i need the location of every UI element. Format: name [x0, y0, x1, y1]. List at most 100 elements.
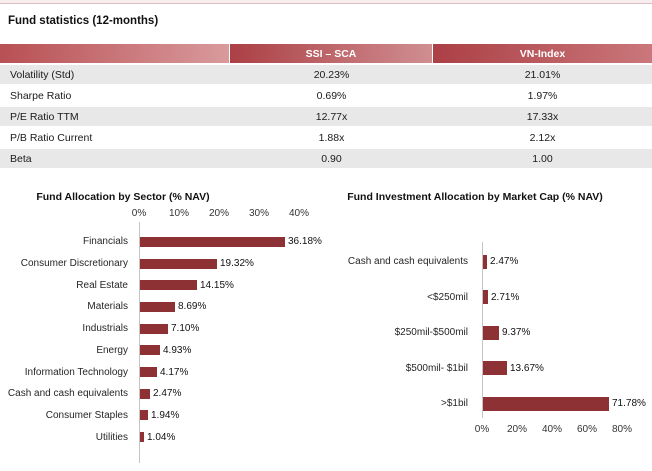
chart-bar-row: Consumer Discretionary 19.32% — [0, 253, 254, 275]
vn-index-value: 2.12x — [529, 131, 556, 144]
table-header-vn-index: VN-Index — [433, 44, 652, 63]
category-label: $250mil-$500mil — [394, 327, 468, 339]
bar-4 — [140, 323, 168, 334]
chart-bar-row: Real Estate 14.15% — [0, 274, 234, 296]
chart-bar-row: Materials 8.69% — [0, 296, 206, 318]
sector-chart-title: Fund Allocation by Sector (% NAV) — [36, 191, 210, 203]
data-label: 2.71% — [491, 291, 520, 303]
category-label: Real Estate — [76, 279, 128, 291]
category-label: Financials — [82, 236, 128, 248]
chart-bar-row: Industrials 7.10% — [0, 318, 199, 340]
table-row-pb-ratio: P/B Ratio Current 1.88x 2.12x — [0, 128, 652, 147]
table-header-empty — [0, 44, 229, 63]
ssi-sca-value: 1.88x — [318, 131, 345, 144]
x-axis-tick-label: 0% — [131, 208, 147, 219]
vn-index-value: 1.97% — [527, 89, 558, 102]
ssi-sca-value: 0.69% — [316, 89, 347, 102]
bar-9 — [140, 432, 144, 443]
data-label: 2.47% — [153, 388, 182, 400]
y-axis-line — [482, 242, 483, 418]
x-axis-tick-label: 10% — [168, 208, 189, 219]
ssi-sca-value: 12.77x — [315, 110, 348, 123]
data-label: 8.69% — [178, 301, 207, 313]
bar-7 — [140, 388, 150, 399]
data-label: 4.93% — [163, 344, 192, 356]
chart-bar-row: $250mil-$500mil 9.37% — [340, 315, 530, 351]
top-divider-strip — [0, 0, 652, 4]
bar-2 — [140, 280, 197, 291]
table-header-ssi-sca: SSI – SCA — [230, 44, 432, 63]
bar-4 — [483, 396, 609, 411]
ssi-sca-value: 20.23% — [313, 68, 350, 81]
bar-0 — [483, 254, 487, 269]
category-label: Consumer Staples — [45, 409, 128, 421]
x-axis-tick-label: 30% — [248, 208, 269, 219]
ssi-sca-value: 0.90 — [321, 152, 342, 165]
chart-bar-row: Cash and cash equivalents 2.47% — [340, 244, 518, 280]
bar-0 — [140, 236, 285, 247]
bar-1 — [483, 290, 488, 305]
x-axis-tick-label: 0% — [474, 424, 490, 435]
section-title: Fund statistics (12-months) — [8, 15, 159, 27]
chart-bar-row: Financials 36.18% — [0, 231, 322, 253]
data-label: 14.15% — [200, 279, 234, 291]
row-label: P/E Ratio TTM — [10, 110, 79, 123]
category-label: $500mil- $1bil — [405, 362, 468, 374]
category-label: Utilities — [95, 431, 128, 443]
marketcap-chart-title: Fund Investment Allocation by Market Cap… — [347, 191, 603, 203]
vn-index-value: 21.01% — [524, 68, 561, 81]
chart-bar-row: Consumer Staples 1.94% — [0, 405, 180, 427]
chart-bar-row: Energy 4.93% — [0, 340, 191, 362]
table-row-volatility: Volatility (Std) 20.23% 21.01% — [0, 65, 652, 84]
category-label: Information Technology — [24, 366, 128, 378]
chart-bar-row: >$1bil 71.78% — [340, 386, 646, 422]
y-axis-line — [139, 222, 140, 463]
vn-index-value: 17.33x — [526, 110, 559, 123]
bar-3 — [140, 301, 175, 312]
bar-8 — [140, 410, 148, 421]
bar-5 — [140, 345, 160, 356]
bar-2 — [483, 325, 499, 340]
category-label: Materials — [87, 301, 128, 313]
row-label: Beta — [10, 152, 32, 165]
data-label: 1.94% — [151, 409, 180, 421]
vn-index-value: 1.00 — [532, 152, 553, 165]
data-label: 71.78% — [612, 398, 646, 410]
table-header-row: SSI – SCA VN-Index — [0, 44, 652, 63]
data-label: 36.18% — [288, 236, 322, 248]
data-label: 2.47% — [490, 256, 519, 268]
chart-bar-row: <$250mil 2.71% — [340, 280, 519, 316]
x-axis-tick-label: 20% — [506, 424, 527, 435]
data-label: 7.10% — [171, 323, 200, 335]
chart-bar-row: Utilities 1.04% — [0, 426, 176, 448]
row-label: Volatility (Std) — [10, 68, 75, 81]
chart-bar-row: Cash and cash equivalents 2.47% — [0, 383, 181, 405]
fund-statistics-table: SSI – SCA VN-Index Volatility (Std) 20.2… — [0, 44, 652, 168]
x-axis-tick-label: 20% — [208, 208, 229, 219]
category-label: >$1bil — [441, 398, 468, 410]
data-label: 19.32% — [220, 258, 254, 270]
x-axis-tick-label: 80% — [611, 424, 632, 435]
data-label: 4.17% — [160, 366, 189, 378]
category-label: <$250mil — [427, 291, 468, 303]
x-axis-tick-label: 60% — [576, 424, 597, 435]
table-row-beta: Beta 0.90 1.00 — [0, 149, 652, 168]
category-label: Industrials — [82, 323, 128, 335]
data-label: 1.04% — [147, 431, 176, 443]
bar-1 — [140, 258, 217, 269]
table-row-sharpe: Sharpe Ratio 0.69% 1.97% — [0, 86, 652, 105]
category-label: Cash and cash equivalents — [347, 256, 468, 268]
bar-3 — [483, 361, 507, 376]
table-row-pe-ratio: P/E Ratio TTM 12.77x 17.33x — [0, 107, 652, 126]
x-axis-tick-label: 40% — [288, 208, 309, 219]
chart-bar-row: Information Technology 4.17% — [0, 361, 189, 383]
data-label: 13.67% — [510, 362, 544, 374]
category-label: Energy — [96, 344, 128, 356]
data-label: 9.37% — [502, 327, 531, 339]
row-label: Sharpe Ratio — [10, 89, 72, 102]
category-label: Consumer Discretionary — [20, 258, 128, 270]
bar-6 — [140, 367, 157, 378]
